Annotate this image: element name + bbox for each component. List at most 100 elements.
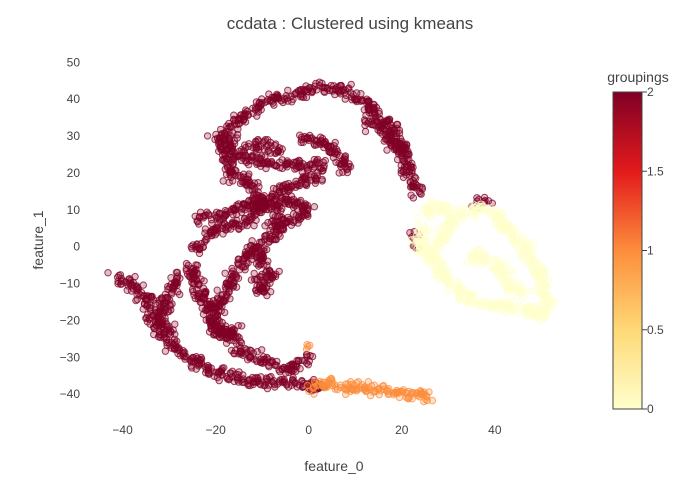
y-tick-label: −30 [60,350,81,364]
scatter-points [104,78,559,406]
data-point [250,222,258,230]
data-point [535,281,543,289]
data-point [208,219,216,228]
data-point [191,212,199,221]
data-point [229,170,237,179]
data-point [298,356,306,365]
data-point [261,222,269,230]
data-point [253,289,261,297]
data-point [507,307,516,315]
data-point [191,242,200,251]
data-point [179,347,188,355]
data-point [508,232,517,241]
data-point [117,280,125,288]
data-point [473,194,481,202]
data-point [266,138,275,147]
data-point [335,169,343,177]
data-point [230,349,238,357]
data-point [217,367,225,375]
data-point [250,269,258,278]
data-point [274,94,282,102]
data-point [445,222,453,230]
data-point [264,199,272,207]
y-tick-label: 10 [67,203,81,217]
data-point [221,165,230,173]
data-point [228,324,236,332]
data-point [272,162,280,170]
data-point [319,158,327,166]
data-point [132,296,140,305]
data-point [467,252,475,260]
data-point [253,348,261,356]
data-point [254,377,263,385]
colorbar [612,91,643,410]
data-point [305,357,313,365]
data-point [193,286,201,294]
data-point [268,358,276,366]
data-point [173,281,181,289]
data-point [414,238,422,246]
data-point [167,274,175,282]
data-point [163,323,171,331]
colorbar-tick-label: 1 [647,244,654,258]
data-point [133,282,141,290]
data-point [247,276,256,284]
data-point [297,196,305,205]
data-point [150,325,159,333]
data-point [347,80,355,89]
data-point [280,376,288,384]
x-tick-label: 20 [395,423,409,437]
colorbar-tick-label: 2 [647,85,654,99]
data-point [360,116,369,124]
y-tick-label: 30 [67,129,81,143]
data-point [302,82,310,90]
data-point [203,132,212,140]
data-point [261,381,269,389]
data-point [509,284,517,292]
data-point [456,210,465,218]
data-point [312,175,320,183]
y-tick-label: −10 [60,277,81,291]
data-point [482,298,490,306]
data-point [463,258,471,266]
data-point [205,370,213,378]
data-point [199,310,208,318]
data-point [540,269,548,277]
data-point [225,139,233,147]
data-point [228,147,237,155]
data-point [497,272,505,280]
data-point [323,84,331,93]
data-point [278,164,287,173]
data-point [199,295,208,303]
data-point [160,300,169,308]
data-point [371,109,379,118]
data-point [302,181,311,190]
data-point [288,360,296,368]
data-point [115,271,123,280]
data-point [189,358,198,366]
data-point [222,226,230,234]
data-point [437,204,446,213]
data-point [499,278,508,287]
data-point [157,323,166,331]
data-point [323,142,332,151]
data-point [451,221,459,229]
data-point [409,194,418,202]
data-point [283,380,291,388]
data-point [434,275,442,283]
data-point [415,248,424,256]
data-point [494,212,502,220]
data-point [283,160,292,168]
data-point [137,291,145,300]
data-point [265,90,273,98]
data-point [427,261,436,269]
data-point [277,194,285,202]
data-point [424,204,433,212]
data-point [321,378,329,387]
data-point [155,296,163,304]
data-point [304,342,312,351]
colorbar-tick-label: 0 [647,402,654,416]
data-point [188,278,196,287]
data-point [215,329,224,337]
